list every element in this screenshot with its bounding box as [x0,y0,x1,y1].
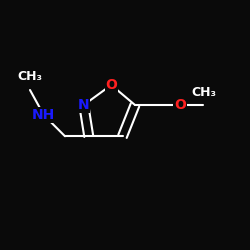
Text: CH₃: CH₃ [191,86,216,99]
Text: O: O [105,78,117,92]
Text: CH₃: CH₃ [18,70,42,83]
Text: N: N [78,98,90,112]
Text: O: O [174,98,186,112]
Text: NH: NH [32,108,56,122]
